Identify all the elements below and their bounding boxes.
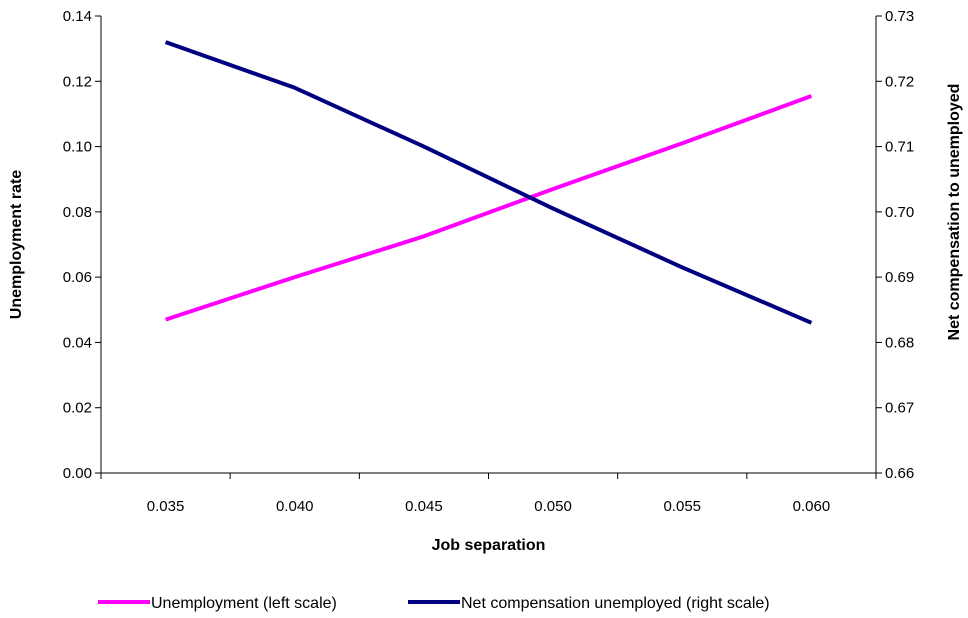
x-axis-title: Job separation [432, 537, 546, 554]
right-y-tick-label: 0.68 [885, 334, 914, 351]
unemployment-series-line [164, 94, 813, 322]
left-y-tick-label: 0.10 [63, 139, 92, 156]
x-tick-label: 0.055 [663, 498, 701, 515]
x-tick-label: 0.060 [793, 498, 831, 515]
left-y-ticks: 0.00 0.02 0.04 0.06 0.08 0.10 0.12 0.14 [63, 8, 101, 482]
left-y-tick-label: 0.12 [63, 73, 92, 90]
legend: Unemployment (left scale) Net compensati… [98, 595, 770, 612]
net-compensation-series-line [164, 40, 813, 325]
series-lines [164, 40, 813, 325]
right-y-tick-label: 0.70 [885, 204, 914, 221]
left-y-tick-label: 0.06 [63, 269, 92, 286]
legend-item-net-compensation: Net compensation unemployed (right scale… [408, 595, 770, 612]
right-y-tick-label: 0.71 [885, 139, 914, 156]
legend-label-net-compensation: Net compensation unemployed (right scale… [461, 595, 770, 612]
left-y-tick-label: 0.14 [63, 8, 92, 25]
left-y-tick-label: 0.04 [63, 334, 92, 351]
right-y-tick-label: 0.66 [885, 465, 914, 482]
right-y-tick-label: 0.69 [885, 269, 914, 286]
right-y-tick-label: 0.72 [885, 73, 914, 90]
left-y-tick-label: 0.00 [63, 465, 92, 482]
right-y-tick-label: 0.67 [885, 400, 914, 417]
x-tick-label: 0.050 [534, 498, 572, 515]
x-ticks: 0.035 0.040 0.045 0.050 0.055 0.060 [100, 473, 877, 515]
legend-item-unemployment: Unemployment (left scale) [98, 595, 337, 612]
plot-area: 0.000.020.040.060.080.100.120.14 0.660.6… [63, 8, 914, 515]
x-tick-label: 0.040 [276, 498, 314, 515]
right-y-ticks: 0.66 0.67 0.68 0.69 0.70 0.71 0.72 0.73 [876, 8, 914, 482]
x-tick-label: 0.045 [405, 498, 443, 515]
left-y-axis-title: Unemployment rate [8, 170, 25, 319]
x-tick-label: 0.035 [147, 498, 185, 515]
right-y-axis-title: Net compensation to unemployed [946, 84, 963, 341]
left-y-tick-label: 0.08 [63, 204, 92, 221]
right-y-tick-label: 0.73 [885, 8, 914, 25]
legend-label-unemployment: Unemployment (left scale) [151, 595, 337, 612]
left-y-tick-label: 0.02 [63, 400, 92, 417]
